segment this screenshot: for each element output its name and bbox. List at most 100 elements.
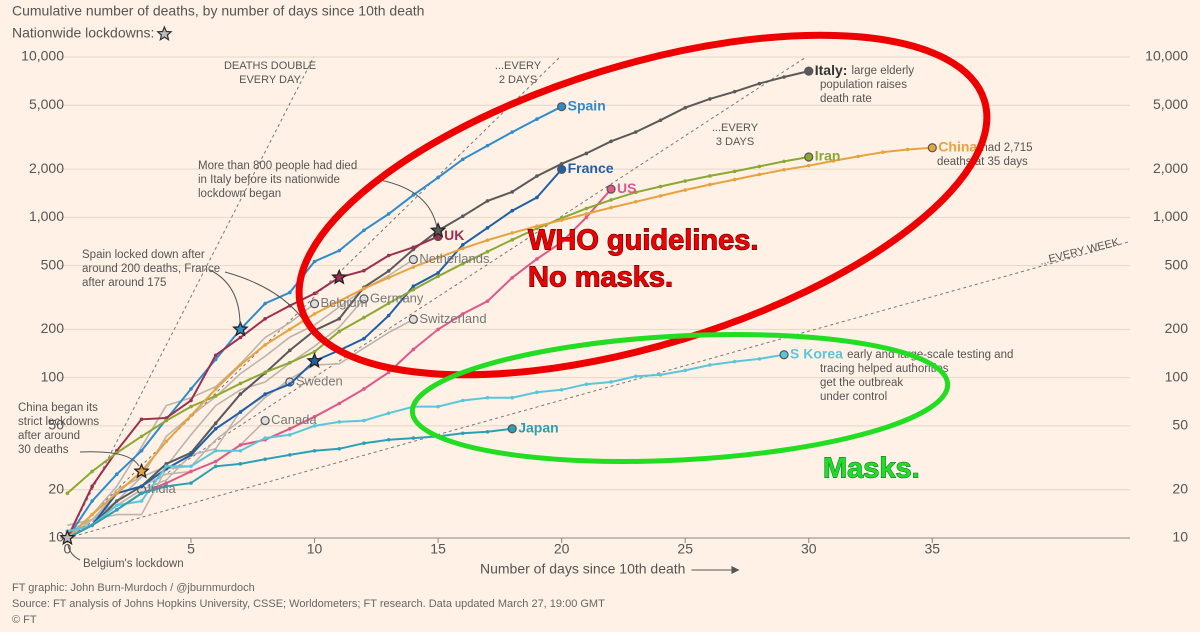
series-point bbox=[584, 212, 589, 216]
annotation: around 200 deaths, France bbox=[82, 263, 220, 275]
series-point bbox=[337, 329, 342, 334]
series-point bbox=[559, 240, 564, 244]
series-point bbox=[535, 257, 539, 261]
series-point bbox=[263, 457, 267, 462]
x-tick-label: 25 bbox=[677, 541, 693, 557]
chart-title: Cumulative number of deaths, by number o… bbox=[12, 3, 424, 19]
series-point bbox=[263, 301, 267, 306]
series-point bbox=[386, 275, 391, 280]
series-note: deaths at 35 days bbox=[937, 156, 1028, 168]
series-point bbox=[115, 499, 119, 503]
series-point bbox=[757, 164, 762, 169]
series-point bbox=[708, 182, 712, 187]
series-point bbox=[362, 336, 366, 341]
series-point bbox=[436, 404, 440, 409]
series-point bbox=[485, 429, 490, 434]
x-tick-label: 20 bbox=[554, 541, 570, 557]
series-point bbox=[436, 271, 440, 275]
series-end bbox=[804, 66, 814, 76]
lockdown-star bbox=[59, 529, 76, 546]
leader-line bbox=[79, 451, 140, 467]
series-point bbox=[510, 190, 515, 194]
series-point bbox=[510, 238, 515, 242]
series-point bbox=[510, 208, 515, 213]
y-tick-label: 500 bbox=[41, 256, 65, 272]
leader-line bbox=[67, 544, 81, 561]
x-axis-label: Number of days since 10th death bbox=[480, 561, 685, 577]
lockdown-star bbox=[429, 221, 447, 238]
series-point bbox=[213, 421, 218, 426]
series-point bbox=[90, 523, 94, 528]
series-point bbox=[658, 373, 663, 377]
series-point bbox=[831, 159, 836, 163]
series-point bbox=[288, 382, 292, 387]
series-point bbox=[139, 434, 144, 439]
annotation: lockdown began bbox=[198, 188, 281, 200]
series-point bbox=[683, 188, 687, 192]
y2-tick-label: 20 bbox=[1172, 480, 1188, 496]
y2-tick-label: 100 bbox=[1165, 368, 1189, 384]
series-point bbox=[115, 503, 119, 508]
series-point bbox=[213, 459, 218, 464]
series-label: Italy: bbox=[815, 62, 848, 78]
series-point bbox=[337, 248, 342, 253]
series-point bbox=[460, 246, 465, 251]
series-point bbox=[411, 284, 416, 288]
series-note: under control bbox=[820, 391, 887, 403]
series-point bbox=[732, 359, 737, 364]
y2-tick-label: 1,000 bbox=[1153, 208, 1188, 224]
series-point bbox=[559, 388, 564, 392]
series-point bbox=[683, 105, 687, 110]
series-point bbox=[362, 268, 366, 273]
annotation: Spain locked down after bbox=[82, 249, 205, 261]
guide-label: 2 DAYS bbox=[499, 74, 537, 86]
series-line bbox=[66, 303, 315, 539]
series-point bbox=[164, 418, 169, 423]
series-point bbox=[460, 157, 465, 162]
series-point bbox=[460, 243, 465, 247]
series-label: China bbox=[938, 138, 977, 154]
series-label: Belgium bbox=[321, 295, 368, 310]
series-point bbox=[386, 212, 391, 216]
y2-tick-label: 200 bbox=[1165, 320, 1189, 336]
lockdown-star bbox=[232, 320, 249, 337]
series-point bbox=[485, 199, 490, 203]
x-tick-label: 15 bbox=[430, 541, 446, 557]
series-point bbox=[164, 484, 169, 489]
series-end bbox=[779, 350, 789, 360]
series-point bbox=[436, 255, 440, 260]
series-point bbox=[386, 411, 391, 416]
series-point bbox=[411, 347, 416, 352]
series-point bbox=[856, 154, 860, 159]
series-point bbox=[115, 491, 119, 496]
series-point bbox=[609, 380, 613, 384]
series-point bbox=[658, 118, 663, 123]
y2-tick-label: 10,000 bbox=[1145, 48, 1188, 64]
series-point bbox=[288, 348, 292, 353]
series-point bbox=[559, 161, 564, 166]
series-point bbox=[238, 363, 243, 367]
y2-tick-label: 5,000 bbox=[1153, 96, 1188, 112]
series-label: Japan bbox=[518, 419, 558, 435]
series-point bbox=[386, 301, 391, 306]
series-point bbox=[633, 190, 638, 195]
series-point bbox=[288, 433, 292, 437]
series-point bbox=[288, 327, 292, 332]
series-point bbox=[213, 353, 218, 358]
series-point bbox=[337, 401, 342, 406]
series-point bbox=[460, 431, 465, 436]
series-point bbox=[485, 238, 490, 243]
annotation: 30 deaths bbox=[18, 444, 69, 456]
series-point bbox=[535, 224, 539, 229]
y-tick-label: 20 bbox=[48, 480, 64, 496]
series-point bbox=[115, 507, 119, 512]
footer: © FT bbox=[12, 614, 37, 626]
series-end bbox=[507, 424, 517, 434]
series-point bbox=[386, 437, 391, 442]
y-tick-label: 5,000 bbox=[29, 96, 64, 112]
x-tick-label: 10 bbox=[307, 541, 323, 557]
series-point bbox=[633, 130, 638, 134]
series-label: France bbox=[568, 160, 614, 176]
series-point bbox=[732, 177, 737, 182]
